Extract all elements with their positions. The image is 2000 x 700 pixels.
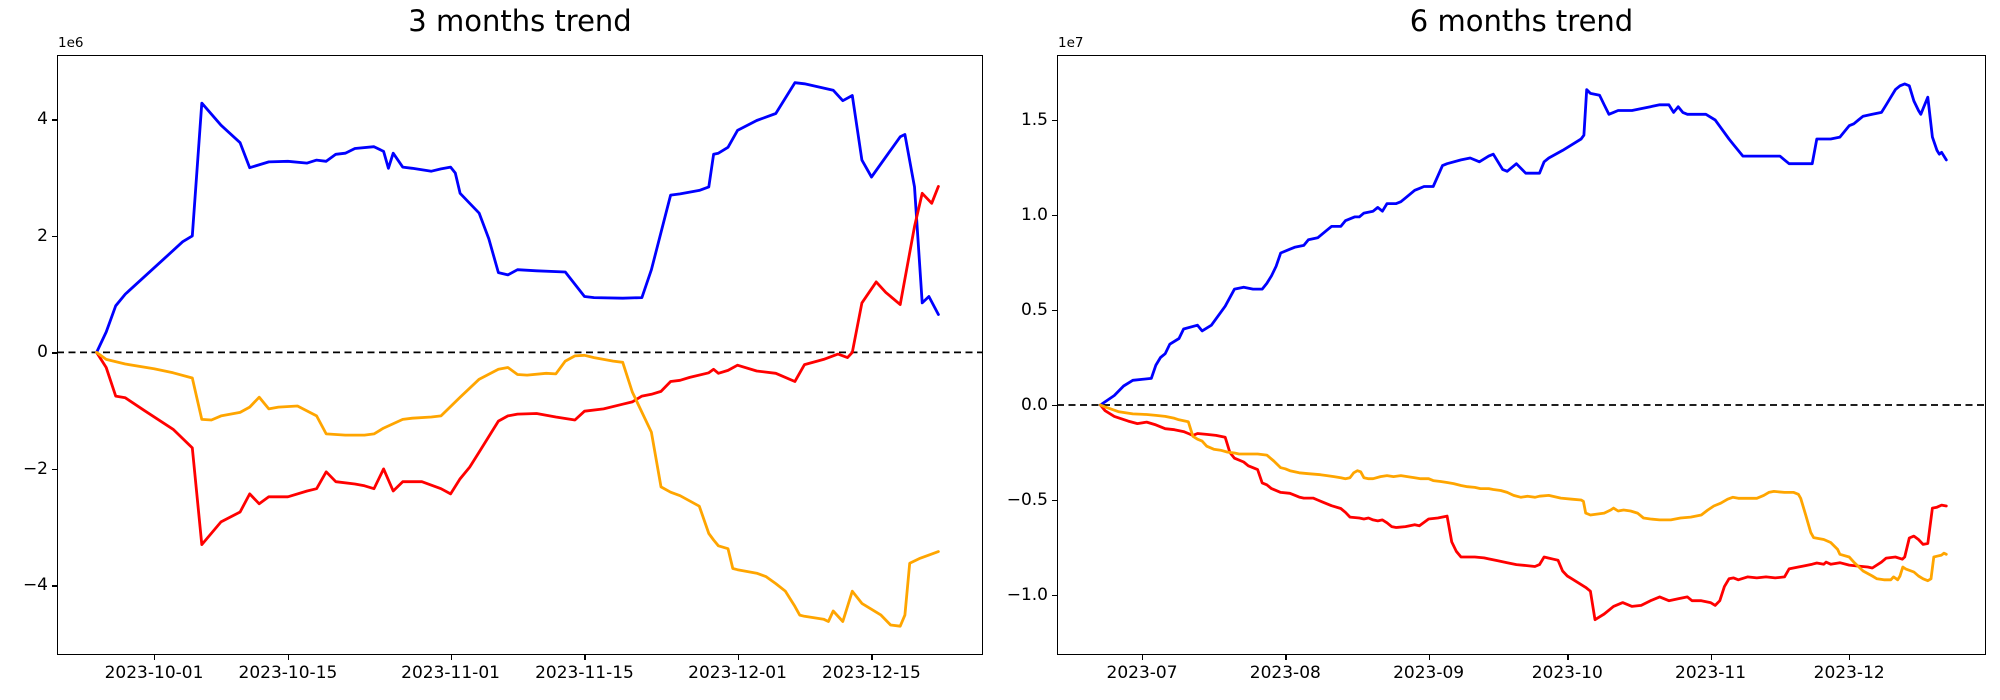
series-line-orange	[1099, 403, 1948, 583]
y-tick-label: 0.0	[1020, 394, 1048, 415]
series-line-red	[1099, 403, 1948, 622]
y-tick-label: 0	[37, 342, 48, 363]
y-tick-mark	[52, 352, 57, 354]
y-tick-label: 0.5	[1020, 299, 1048, 320]
y-tick-label: −1.0	[1006, 584, 1048, 605]
y-tick-label: 1.5	[1020, 109, 1048, 130]
x-tick-mark	[154, 655, 156, 660]
y-tick-label: 2	[37, 225, 48, 246]
y-tick-mark	[1052, 404, 1057, 407]
y-tick-mark	[1052, 309, 1057, 312]
x-tick-mark	[737, 655, 739, 660]
x-tick-mark	[1428, 655, 1430, 660]
x-tick-label: 2023-12-15	[822, 663, 921, 683]
y-axis-offset-label-1e7: 1e7	[1058, 35, 1084, 51]
x-tick-mark	[287, 655, 290, 660]
x-tick-label: 2023-12-01	[688, 663, 787, 683]
plot-canvas	[1057, 82, 1986, 622]
y-tick-label: 1.0	[1020, 204, 1048, 225]
y-tick-mark	[52, 585, 57, 587]
plot-area-6-months	[1057, 55, 1986, 655]
series-line-blue	[1099, 82, 1948, 407]
x-tick-label: 2023-10-15	[238, 663, 338, 683]
x-tick-label: 2023-08	[1249, 663, 1321, 683]
x-tick-mark	[584, 655, 586, 660]
series-line-blue	[95, 81, 940, 354]
x-tick-mark	[450, 655, 452, 660]
y-tick-label: −0.5	[1006, 489, 1048, 510]
x-tick-label: 2023-11	[1675, 663, 1747, 683]
x-tick-mark	[1849, 655, 1851, 660]
x-tick-label: 2023-10	[1531, 663, 1603, 683]
x-tick-label: 2023-09	[1393, 663, 1465, 683]
y-tick-mark	[1052, 119, 1057, 122]
x-tick-mark	[871, 655, 873, 660]
x-tick-label: 2023-07	[1106, 663, 1178, 683]
y-tick-mark	[52, 468, 57, 471]
series-line-orange	[95, 350, 940, 628]
x-tick-label: 2023-11-01	[401, 663, 500, 683]
y-tick-label: −2	[22, 458, 48, 479]
y-tick-mark	[1052, 594, 1057, 597]
x-tick-mark	[1285, 655, 1287, 660]
y-tick-label: 4	[37, 109, 48, 130]
y-tick-label: −4	[22, 575, 48, 596]
chart-title-3-months: 3 months trend	[408, 4, 632, 38]
x-tick-label: 2023-11-15	[535, 663, 634, 683]
x-tick-mark	[1142, 655, 1144, 660]
plot-area-3-months	[57, 55, 983, 655]
x-tick-label: 2023-10-01	[104, 663, 204, 683]
series-line-red	[95, 184, 940, 547]
chart-title-6-months: 6 months trend	[1409, 4, 1634, 38]
y-tick-mark	[52, 119, 57, 121]
y-axis-offset-label-1e6: 1e6	[58, 35, 84, 51]
x-tick-mark	[1710, 655, 1712, 660]
x-tick-label: 2023-12	[1813, 663, 1885, 683]
y-tick-mark	[52, 235, 57, 238]
y-tick-mark	[1052, 214, 1057, 217]
x-tick-mark	[1567, 655, 1569, 660]
plot-canvas	[57, 81, 983, 628]
y-tick-mark	[1052, 499, 1057, 502]
